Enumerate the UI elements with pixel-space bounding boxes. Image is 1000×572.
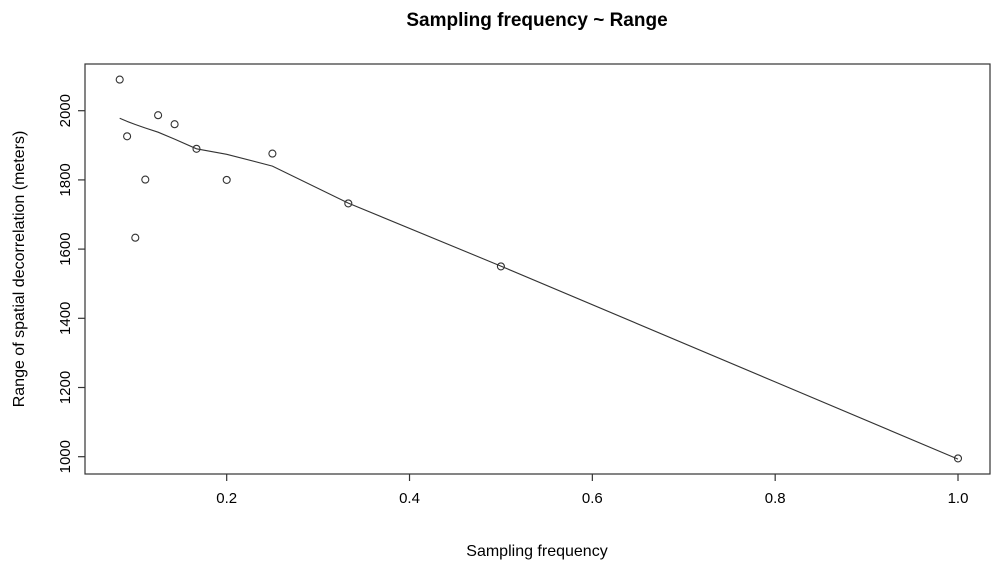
data-point <box>115 75 124 84</box>
data-point <box>131 233 140 242</box>
chart-title: Sampling frequency ~ Range <box>406 10 667 31</box>
lowess-line <box>119 117 959 460</box>
data-point <box>268 149 277 158</box>
x-tick-label: 0.2 <box>216 490 237 507</box>
data-point <box>344 199 353 208</box>
y-tick-label: 1400 <box>57 302 74 335</box>
x-tick-label: 0.4 <box>399 490 420 507</box>
x-tick-label: 1.0 <box>948 490 969 507</box>
x-axis-ticks: 0.2 0.4 0.6 0.8 1.0 <box>216 474 968 507</box>
data-point <box>953 454 963 463</box>
data-point <box>123 132 132 141</box>
x-axis-label: Sampling frequency <box>466 543 607 560</box>
x-tick-label: 0.6 <box>582 490 603 507</box>
data-point <box>192 144 201 153</box>
data-point <box>154 111 163 120</box>
y-tick-label: 1000 <box>57 440 74 473</box>
y-tick-label: 1200 <box>57 371 74 404</box>
data-point <box>170 120 179 129</box>
y-axis-label: Range of spatial decorrelation (meters) <box>11 131 28 408</box>
plot-border <box>84 63 991 475</box>
y-axis-ticks: 1000 1200 1400 1600 1800 2000 <box>57 94 85 473</box>
data-point <box>222 175 231 184</box>
data-point <box>141 175 150 184</box>
y-tick-label: 2000 <box>57 94 74 127</box>
data-point <box>496 262 505 271</box>
data-points <box>115 75 963 463</box>
x-tick-label: 0.8 <box>765 490 786 507</box>
y-tick-label: 1600 <box>57 232 74 265</box>
y-tick-label: 1800 <box>57 163 74 196</box>
